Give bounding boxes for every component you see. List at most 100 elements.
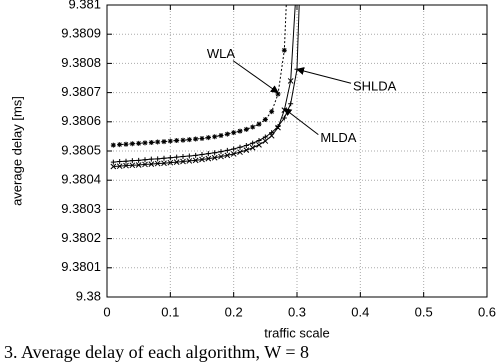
data-point bbox=[224, 131, 230, 137]
data-point bbox=[110, 159, 116, 165]
annotation-arrow bbox=[296, 67, 352, 84]
data-point bbox=[142, 157, 148, 163]
data-point bbox=[249, 144, 256, 151]
y-tick-label: 9.3807 bbox=[61, 84, 101, 99]
y-tick-label: 9.3808 bbox=[61, 55, 101, 70]
data-point bbox=[155, 156, 161, 162]
data-point bbox=[287, 78, 294, 84]
annotation-arrow bbox=[232, 60, 279, 94]
y-tick-label: 9.38 bbox=[76, 288, 101, 303]
data-point bbox=[211, 154, 218, 161]
data-point bbox=[193, 136, 199, 142]
y-tick-label: 9.3805 bbox=[61, 142, 101, 157]
data-point bbox=[180, 158, 186, 165]
data-point bbox=[205, 155, 212, 162]
data-point bbox=[218, 149, 224, 155]
data-point bbox=[123, 162, 129, 169]
data-point bbox=[218, 133, 224, 139]
data-point bbox=[199, 135, 205, 141]
data-point bbox=[161, 139, 167, 145]
data-point bbox=[148, 161, 155, 167]
data-point bbox=[154, 160, 161, 167]
data-point bbox=[262, 138, 269, 144]
data-point bbox=[136, 140, 142, 146]
y-tick-label: 9.3802 bbox=[61, 230, 101, 245]
data-point bbox=[275, 124, 281, 131]
data-point bbox=[148, 140, 154, 146]
data-point bbox=[199, 152, 205, 158]
data-point bbox=[167, 159, 174, 166]
data-point bbox=[237, 144, 243, 150]
x-tick-label: 0.3 bbox=[288, 304, 306, 319]
data-point bbox=[123, 141, 129, 147]
data-point bbox=[269, 109, 275, 115]
data-point bbox=[155, 139, 161, 145]
data-point bbox=[231, 130, 237, 136]
data-point bbox=[167, 155, 173, 161]
x-tick-label: 0 bbox=[103, 304, 110, 319]
data-point bbox=[142, 140, 148, 146]
data-point bbox=[167, 138, 173, 144]
annotation-label: SHLDA bbox=[353, 79, 397, 94]
data-point bbox=[129, 158, 135, 164]
data-point bbox=[224, 152, 231, 159]
data-point bbox=[262, 116, 268, 122]
data-point bbox=[199, 156, 205, 163]
data-point bbox=[161, 155, 167, 161]
data-point bbox=[117, 159, 123, 165]
data-point bbox=[281, 115, 287, 121]
data-point bbox=[224, 147, 230, 153]
y-tick-label: 9.3804 bbox=[61, 172, 101, 187]
data-point bbox=[174, 137, 180, 143]
data-point bbox=[173, 159, 180, 165]
data-point bbox=[212, 150, 218, 156]
data-point bbox=[192, 157, 199, 164]
data-point bbox=[193, 152, 199, 158]
data-point bbox=[288, 101, 294, 107]
data-point bbox=[110, 142, 116, 148]
caption: 3. Average delay of each algorithm, W = … bbox=[4, 342, 309, 362]
data-point bbox=[161, 160, 167, 167]
x-tick-label: 0.4 bbox=[351, 304, 369, 319]
data-point bbox=[269, 130, 275, 136]
data-point bbox=[148, 156, 154, 162]
data-point bbox=[256, 142, 262, 148]
data-point bbox=[218, 153, 224, 160]
series-line bbox=[113, 5, 287, 146]
y-tick-label: 9.3803 bbox=[61, 201, 101, 216]
data-point bbox=[142, 161, 148, 168]
x-tick-label: 0.1 bbox=[161, 304, 179, 319]
data-point bbox=[174, 154, 180, 160]
data-point bbox=[250, 124, 256, 130]
data-point bbox=[275, 91, 281, 97]
data-point bbox=[123, 158, 129, 164]
data-point bbox=[117, 142, 123, 148]
data-point bbox=[243, 147, 250, 153]
data-point bbox=[186, 158, 193, 164]
data-point bbox=[186, 137, 192, 143]
y-tick-label: 9.3809 bbox=[61, 26, 101, 41]
data-point bbox=[180, 137, 186, 143]
data-point bbox=[237, 149, 243, 156]
x-axis-label: traffic scale bbox=[264, 325, 330, 340]
y-tick-label: 9.3806 bbox=[61, 113, 101, 128]
y-axis-label: average delay [ms] bbox=[9, 96, 24, 206]
data-point bbox=[256, 137, 262, 143]
data-point bbox=[262, 134, 268, 140]
data-point bbox=[281, 47, 287, 53]
data-point bbox=[237, 128, 243, 134]
data-point bbox=[186, 153, 192, 159]
data-point bbox=[250, 140, 256, 146]
data-point bbox=[256, 121, 262, 127]
x-tick-label: 0.6 bbox=[478, 304, 496, 319]
data-point bbox=[135, 162, 142, 168]
x-tick-label: 0.5 bbox=[415, 304, 433, 319]
y-tick-label: 9.3801 bbox=[61, 259, 101, 274]
plot-frame bbox=[106, 4, 488, 298]
data-point bbox=[205, 151, 211, 157]
data-point bbox=[268, 132, 275, 139]
data-point bbox=[243, 142, 249, 148]
data-point bbox=[180, 154, 186, 160]
data-point bbox=[136, 157, 142, 163]
